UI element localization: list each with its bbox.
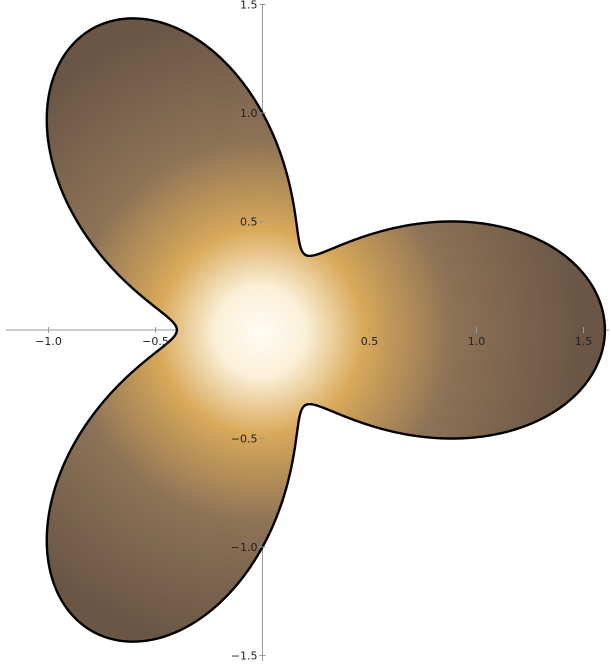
x-tick-label: 0.5 xyxy=(361,335,379,348)
y-ticks: 1.5 1.0 0.5 −0.5 −1.0 −1.5 xyxy=(231,0,266,663)
y-tick-label: −1.0 xyxy=(231,541,258,554)
y-tick-label: 1.5 xyxy=(240,0,258,12)
y-tick-label: −0.5 xyxy=(231,433,258,446)
y-tick-label: −1.5 xyxy=(231,650,258,663)
y-tick-label: 0.5 xyxy=(240,216,258,229)
y-tick-label: 1.0 xyxy=(240,107,258,120)
x-tick-label: 1.5 xyxy=(575,335,593,348)
trefoil-region xyxy=(45,17,607,643)
x-tick-label: 1.0 xyxy=(468,335,486,348)
x-tick-label: −1.0 xyxy=(35,335,62,348)
x-tick-label: −0.5 xyxy=(142,335,169,348)
x-ticks: −1.0 −0.5 0.5 1.0 1.5 xyxy=(35,327,592,348)
